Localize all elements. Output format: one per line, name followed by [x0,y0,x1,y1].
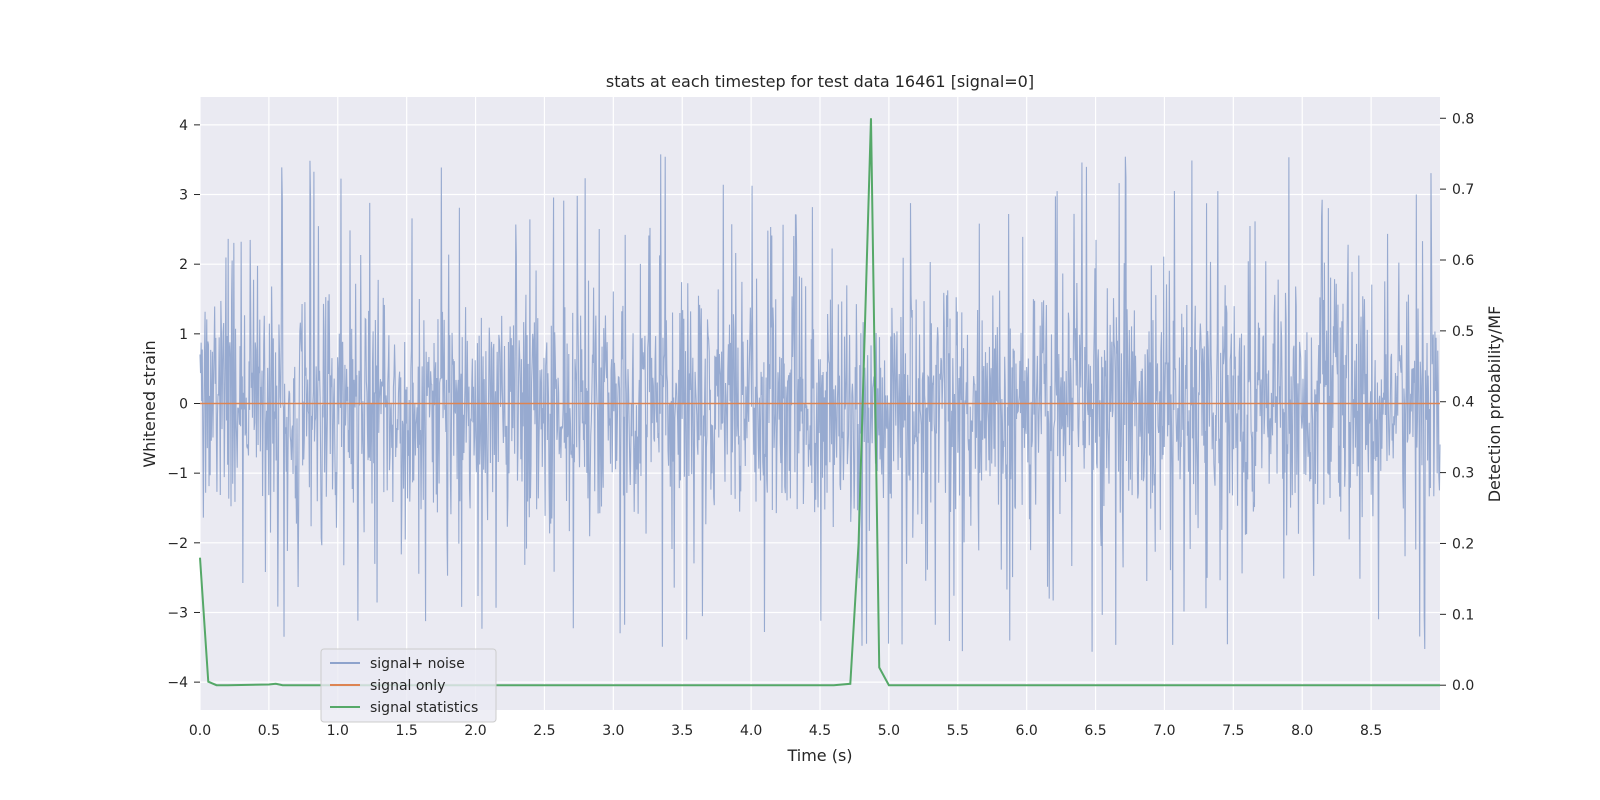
y-right-tick-label: 0.8 [1452,111,1474,127]
y-left-tick-label: −2 [167,536,188,552]
x-tick-label: 4.0 [740,723,762,739]
legend-label-signal: signal only [370,678,445,694]
x-tick-label: 7.5 [1222,723,1244,739]
x-tick-label: 3.0 [602,723,624,739]
y-right-tick-label: 0.7 [1452,182,1474,198]
y-right-axis-label: Detection probability/MF [1485,306,1504,503]
x-tick-label: 3.5 [671,723,693,739]
legend: signal+ noise signal only signal statist… [320,648,497,723]
x-tick-label: 6.5 [1084,723,1106,739]
y-left-tick-label: −3 [167,605,188,621]
y-left-tick-label: 4 [179,118,188,134]
x-tick-label: 1.0 [327,723,349,739]
legend-label-noise: signal+ noise [370,656,465,672]
y-left-tick-label: 3 [179,188,188,204]
y-right-tick-label: 0.3 [1452,466,1474,482]
x-tick-label: 8.0 [1291,723,1313,739]
noise-trace [199,154,1441,652]
y-left-tick-label: 0 [179,397,188,413]
x-tick-label: 1.5 [396,723,418,739]
x-tick-label: 4.5 [809,723,831,739]
x-tick-label: 2.0 [464,723,486,739]
x-tick-label: 2.5 [533,723,555,739]
x-tick-label: 5.5 [947,723,969,739]
y-left-tick-label: 1 [179,327,188,343]
legend-label-stats: signal statistics [370,700,478,716]
y-right-tick-label: 0.5 [1452,324,1474,340]
y-left-tick-label: −1 [167,466,188,482]
x-tick-label: 6.0 [1016,723,1038,739]
x-tick-label: 7.0 [1153,723,1175,739]
y-right-tick-label: 0.1 [1452,607,1474,623]
y-left-tick-label: 2 [179,257,188,273]
y-left-tick-label: −4 [167,675,188,691]
y-left-axis-label: Whitened strain [140,340,159,467]
signal-statistics-series [199,118,1440,687]
y-right-tick-label: 0.4 [1452,395,1474,411]
y-left-axis-ticks: 4 3 2 1 0 −1 −2 −3 −4 [167,118,200,691]
x-axis-label: Time (s) [786,746,852,765]
x-tick-label: 5.0 [878,723,900,739]
signal-noise-series [199,154,1441,652]
y-right-tick-label: 0.6 [1452,253,1474,269]
y-right-axis-ticks: 0.8 0.7 0.6 0.5 0.4 0.3 0.2 0.1 0.0 [1440,111,1474,694]
x-axis-ticks: 0.0 0.5 1.0 1.5 2.0 2.5 3.0 3.5 4.0 4.5 5.0 5.5 6.0 6… [189,723,1382,739]
x-tick-label: 0.0 [189,723,211,739]
x-tick-label: 0.5 [258,723,280,739]
x-tick-label: 8.5 [1360,723,1382,739]
y-right-tick-label: 0.0 [1452,678,1474,694]
y-right-tick-label: 0.2 [1452,536,1474,552]
legend-box [320,648,497,723]
chart-title: stats at each timestep for test data 164… [606,72,1034,91]
